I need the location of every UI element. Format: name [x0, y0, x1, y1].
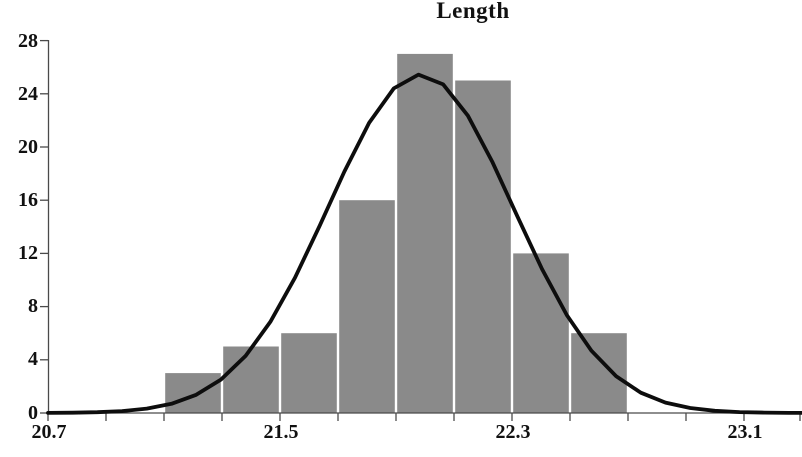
svg-text:Length: Length	[436, 0, 509, 23]
svg-text:20.7: 20.7	[32, 421, 67, 443]
svg-text:4: 4	[28, 348, 38, 370]
svg-text:24: 24	[18, 83, 38, 105]
svg-text:16: 16	[18, 189, 38, 211]
svg-text:28: 28	[18, 30, 38, 52]
svg-text:8: 8	[28, 295, 38, 317]
svg-text:21.5: 21.5	[264, 421, 299, 443]
svg-text:22.3: 22.3	[496, 421, 531, 443]
svg-text:12: 12	[18, 242, 38, 264]
svg-text:0: 0	[28, 402, 38, 424]
svg-text:23.1: 23.1	[728, 421, 763, 443]
svg-text:20: 20	[18, 136, 38, 158]
